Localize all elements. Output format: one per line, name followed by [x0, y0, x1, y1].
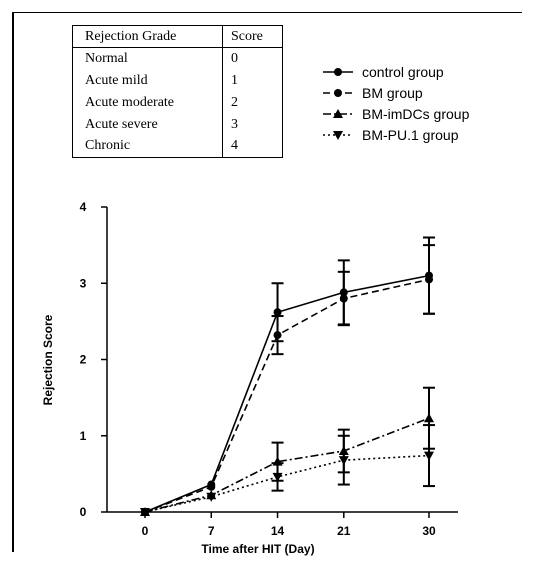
- legend-entry: BM-imDCs group: [362, 106, 470, 122]
- table-row: Acute mild 1: [73, 69, 283, 92]
- series-line: [144, 417, 430, 513]
- y-tick-label: 2: [80, 353, 87, 367]
- table-cell-score: 4: [222, 135, 283, 158]
- table-cell-grade: Normal: [85, 50, 128, 66]
- table-cell-grade: Acute severe: [85, 116, 158, 132]
- table-cell-score: 3: [222, 113, 283, 136]
- series-3: [140, 424, 435, 517]
- legend-entry: BM group: [362, 85, 423, 101]
- table-row: Chronic 4: [73, 135, 283, 158]
- table-cell-grade: Acute mild: [85, 72, 148, 88]
- y-tick-label: 3: [80, 276, 87, 290]
- table-header-score: Score: [222, 25, 283, 48]
- series-2: [140, 386, 435, 516]
- legend-marker: [333, 131, 343, 140]
- data-point: [424, 451, 434, 461]
- x-tick-label: 30: [422, 524, 436, 538]
- table-cell-score: 0: [222, 47, 283, 70]
- table-header-row: Rejection Grade Score: [72, 25, 283, 48]
- x-tick-label: 21: [337, 524, 351, 538]
- y-tick-label: 4: [80, 200, 87, 214]
- y-axis-label: Rejection Score: [41, 314, 55, 405]
- data-point: [272, 472, 283, 482]
- x-tick-label: 7: [208, 524, 215, 538]
- data-point: [339, 294, 348, 303]
- table-row: Acute moderate 2: [73, 91, 283, 114]
- table-header-grade: Rejection Grade: [72, 25, 223, 48]
- data-point: [140, 508, 150, 517]
- table-cell-grade: Acute moderate: [85, 94, 175, 110]
- table-cell-score: 2: [222, 91, 283, 114]
- data-point: [424, 413, 434, 423]
- data-point: [338, 456, 349, 466]
- table-cell-score: 1: [222, 69, 283, 92]
- data-point: [273, 331, 282, 340]
- data-point: [425, 275, 433, 284]
- data-point: [206, 492, 217, 502]
- table-row: Acute severe 3: [73, 113, 283, 136]
- series-line: [144, 274, 430, 513]
- series-1: [141, 244, 435, 516]
- legend-entry: BM-PU.1 group: [362, 127, 459, 143]
- x-tick-label: 0: [142, 524, 149, 538]
- series-line: [144, 278, 430, 513]
- legend-marker: [334, 68, 342, 76]
- legend-marker: [333, 109, 343, 118]
- figure-frame: [12, 12, 522, 552]
- data-point: [273, 308, 282, 317]
- chart-axes: 0 1 2 3 4 0 7 14 21 30: [80, 200, 458, 538]
- table-row: Normal 0: [73, 47, 283, 70]
- legend-marker: [334, 89, 342, 97]
- legend-entry: control group: [362, 64, 444, 80]
- series-line: [144, 454, 430, 513]
- y-tick-label: 1: [80, 429, 87, 443]
- table-cell-grade: Chronic: [85, 138, 131, 154]
- y-tick-label: 0: [80, 505, 87, 519]
- chart-legend: control group BM group BM-imDCs group BM-PU…: [323, 64, 470, 143]
- data-point: [207, 482, 216, 491]
- rejection-grade-table: Rejection Grade Score Normal 0 Acute mil…: [72, 25, 283, 158]
- x-axis-label: Time after HIT (Day): [201, 542, 314, 556]
- x-tick-label: 14: [271, 524, 285, 538]
- series-0: [141, 236, 435, 516]
- chart-series-layer: [140, 236, 435, 517]
